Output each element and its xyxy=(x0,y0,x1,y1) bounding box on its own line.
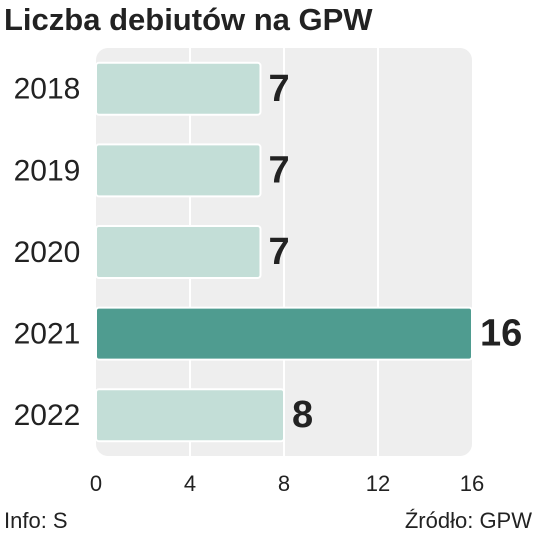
value-label: 7 xyxy=(269,231,290,273)
info: Info: S xyxy=(4,508,68,533)
bar xyxy=(95,225,262,279)
bar xyxy=(95,388,285,443)
y-tick-label: 2019 xyxy=(14,154,81,187)
x-tick-label: 16 xyxy=(460,471,484,496)
bar xyxy=(95,306,473,361)
x-tick-label: 8 xyxy=(278,471,290,496)
source: Źródło: GPW xyxy=(405,508,532,533)
y-tick-label: 2022 xyxy=(14,399,81,432)
x-tick-label: 4 xyxy=(184,471,196,496)
bar xyxy=(95,61,262,116)
value-label: 7 xyxy=(269,149,290,191)
y-tick-label: 2018 xyxy=(14,73,81,106)
value-label: 8 xyxy=(292,394,313,436)
chart-title: Liczba debiutów na GPW xyxy=(4,2,373,37)
y-tick-label: 2021 xyxy=(14,318,81,351)
x-tick-label: 12 xyxy=(366,471,390,496)
y-tick-label: 2020 xyxy=(14,236,81,269)
x-tick-label: 0 xyxy=(90,471,102,496)
bar xyxy=(95,143,262,198)
value-label: 7 xyxy=(269,68,290,110)
value-label: 16 xyxy=(480,313,522,355)
